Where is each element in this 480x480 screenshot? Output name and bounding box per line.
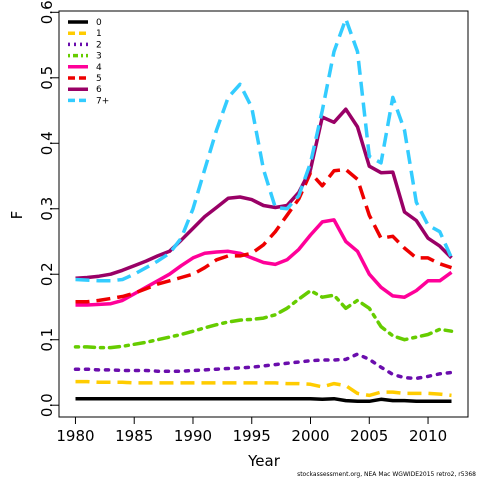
- series-line-2: [73, 352, 454, 381]
- x-tick-label: 1980: [56, 427, 94, 445]
- legend-label: 1: [96, 29, 102, 39]
- x-tick-label: 1990: [174, 427, 212, 445]
- y-tick-label: 0.1: [38, 328, 56, 352]
- source-caption: stockassessment.org, NEA Mac WGWIDE2015 …: [297, 471, 476, 478]
- series-line-7plus: [75, 17, 454, 283]
- series-lines: [73, 17, 454, 404]
- x-tick-label: 2010: [409, 427, 447, 445]
- legend-label: 4: [96, 63, 102, 73]
- series-line-0: [75, 396, 452, 404]
- x-axis-title: Year: [247, 452, 281, 470]
- series-line-1: [75, 379, 452, 398]
- y-tick-label: 0.4: [38, 131, 56, 155]
- x-tick-label: 1985: [115, 427, 153, 445]
- y-tick-label: 0.6: [38, 0, 56, 24]
- x-axis: 1980 1985 1990 1995 2000 2005 2010: [56, 416, 447, 445]
- y-tick-label: 0.3: [38, 197, 56, 221]
- legend-label: 5: [96, 74, 102, 84]
- y-tick-label: 0.5: [38, 66, 56, 90]
- legend-label: 0: [96, 18, 102, 28]
- series-line-5: [75, 167, 453, 304]
- y-axis-title: F: [8, 211, 26, 220]
- legend-label: 3: [96, 52, 102, 62]
- x-tick-label: 2000: [291, 427, 329, 445]
- y-tick-label: 0.2: [38, 262, 56, 286]
- series-line-6: [75, 107, 453, 280]
- legend-label: 2: [96, 40, 102, 50]
- x-tick-label: 2005: [350, 427, 388, 445]
- y-axis: 0.0 0.1 0.2 0.3 0.4 0.5 0.6: [38, 0, 60, 417]
- legend-label: 7+: [96, 96, 109, 106]
- series-line-3: [73, 288, 454, 350]
- y-tick-label: 0.0: [38, 393, 56, 417]
- x-tick-label: 1995: [233, 427, 271, 445]
- legend-label: 6: [96, 85, 102, 95]
